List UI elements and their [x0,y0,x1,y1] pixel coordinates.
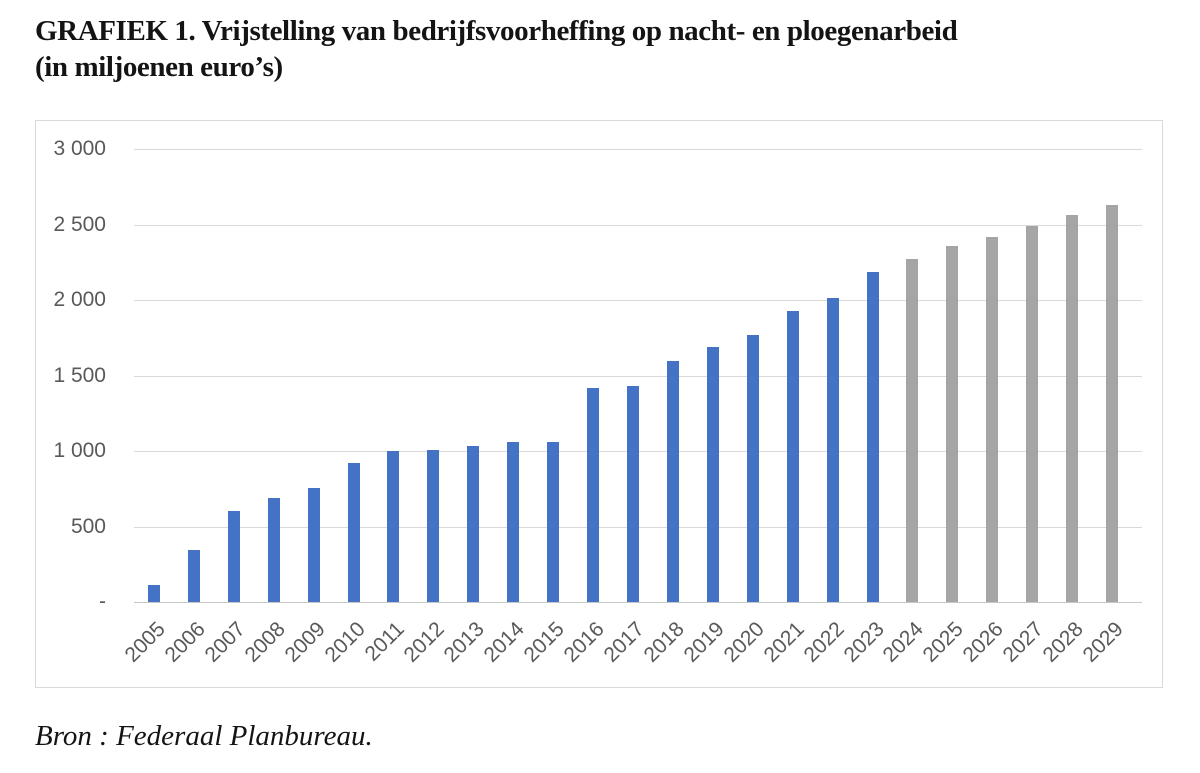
bar-2023 [866,272,879,602]
bar-2018 [666,361,679,602]
bar-2021 [786,311,799,602]
y-axis-tick-label-500: 500 [70,514,106,538]
chart-title: GRAFIEK 1. Vrijstelling van bedrijfsvoor… [35,13,958,85]
bar-2026 [986,237,999,602]
bar-2024 [906,259,919,602]
gridline-2500 [134,224,1142,226]
chart-title-line1: GRAFIEK 1. Vrijstelling van bedrijfsvoor… [35,15,958,47]
bar-2029 [1106,205,1119,602]
bar-2017 [627,386,639,602]
bar-2022 [826,298,839,602]
source-note: Bron : Federaal Planbureau. [35,720,373,752]
bar-2027 [1026,226,1039,602]
bar-2014 [507,442,520,602]
bar-2010 [347,463,360,602]
bar-2008 [267,498,280,602]
bar-2011 [387,451,400,602]
y-axis-tick-label-1500: 1 500 [53,363,106,387]
y-axis-tick-label-1000: 1 000 [53,439,106,462]
gridline-2000 [134,300,1142,301]
chart-area: 3 000 2 500 2 000 1 500 1 000 500-2005 2006 200… [35,120,1163,688]
bar-2012 [427,450,440,602]
bar-2009 [307,488,320,602]
gridline-1500 [134,375,1142,377]
bar-2025 [946,246,959,602]
bar-2019 [706,347,719,602]
y-axis-tick-label-2000: 2 000 [53,288,106,311]
bar-2028 [1066,215,1079,602]
gridline-3000 [134,149,1142,150]
y-axis-tick-label-3000: 3 000 [53,137,106,160]
bar-2005 [147,585,160,602]
chart-title-line2: (in miljoenen euro’s) [35,51,283,83]
bar-2020 [746,335,759,602]
bar-2006 [187,550,200,602]
y-axis-tick-label-2500: 2 500 [53,212,106,236]
bar-2016 [587,388,600,602]
x-axis-line [134,602,1142,603]
y-axis-tick-label-0: - [99,590,106,613]
bar-2007 [227,511,240,602]
bar-2013 [467,446,480,602]
bar-2015 [547,442,560,602]
